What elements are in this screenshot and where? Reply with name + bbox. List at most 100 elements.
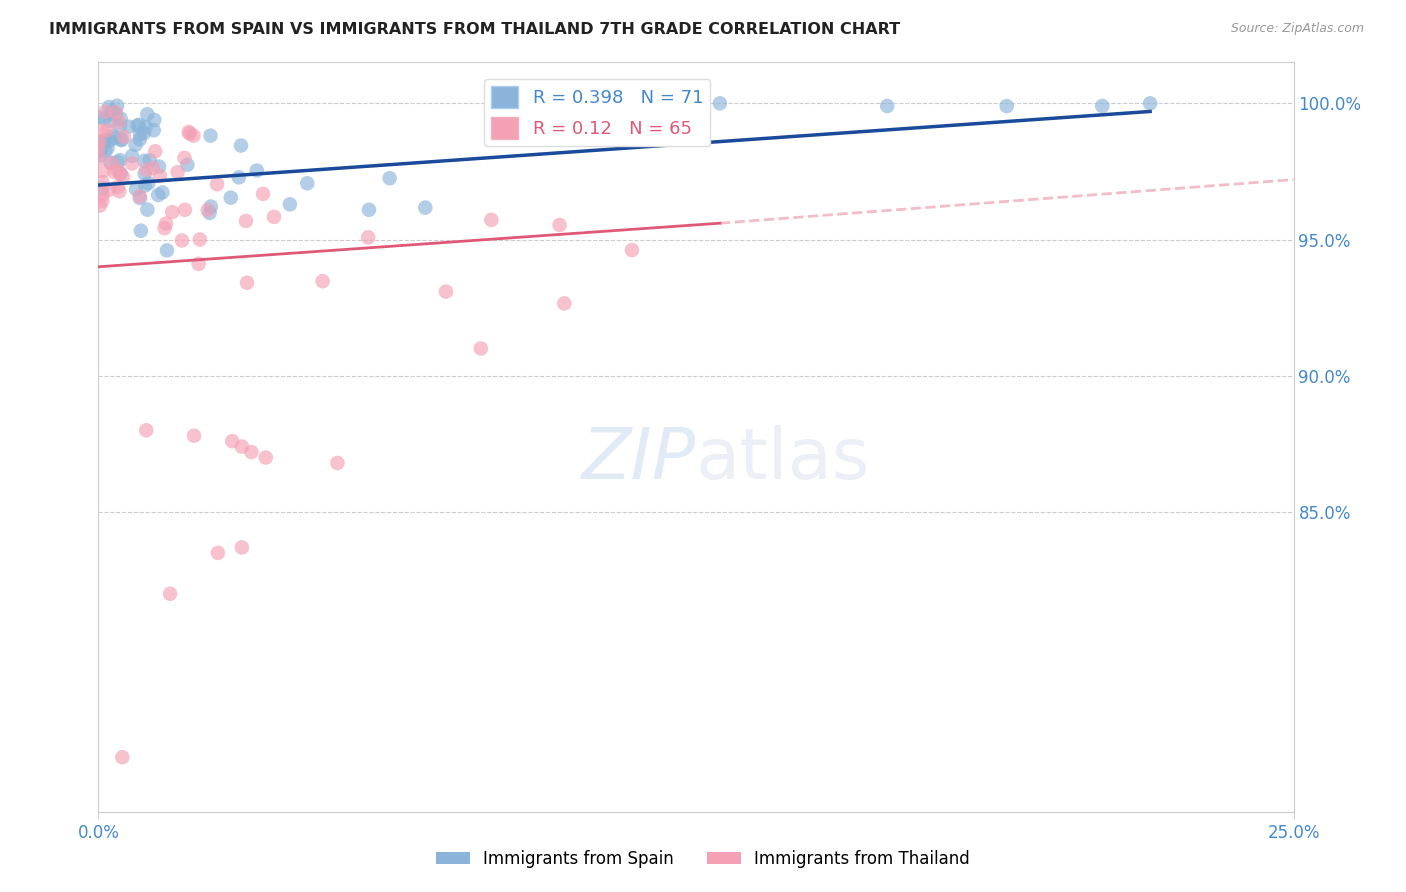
- Point: [200, 200, 222, 214]
- Point: [100, 103, 122, 118]
- Point: [129, 127, 152, 141]
- Point: [111, 750, 134, 764]
- Point: [104, 106, 127, 120]
- Text: IMMIGRANTS FROM SPAIN VS IMMIGRANTS FROM THAILAND 7TH GRADE CORRELATION CHART: IMMIGRANTS FROM SPAIN VS IMMIGRANTS FROM…: [49, 22, 900, 37]
- Point: [995, 99, 1018, 113]
- Point: [553, 296, 575, 310]
- Point: [134, 153, 156, 168]
- Legend: Immigrants from Spain, Immigrants from Thailand: Immigrants from Spain, Immigrants from T…: [430, 844, 976, 875]
- Point: [709, 96, 731, 111]
- Point: [162, 205, 184, 219]
- Point: [142, 161, 165, 175]
- Point: [413, 201, 436, 215]
- Point: [548, 218, 571, 232]
- Point: [297, 176, 319, 190]
- Point: [311, 274, 333, 288]
- Point: [124, 137, 146, 152]
- Point: [89, 135, 111, 149]
- Point: [135, 120, 157, 134]
- Point: [231, 440, 253, 454]
- Point: [121, 156, 143, 170]
- Text: Source: ZipAtlas.com: Source: ZipAtlas.com: [1230, 22, 1364, 36]
- Point: [129, 224, 152, 238]
- Point: [89, 148, 111, 162]
- Point: [254, 450, 277, 465]
- Point: [98, 114, 121, 128]
- Point: [252, 186, 274, 201]
- Point: [127, 119, 149, 133]
- Point: [166, 165, 188, 179]
- Point: [1091, 99, 1114, 113]
- Point: [246, 163, 269, 178]
- Point: [89, 144, 111, 158]
- Point: [620, 243, 643, 257]
- Point: [100, 107, 122, 121]
- Point: [148, 188, 170, 202]
- Point: [94, 133, 117, 147]
- Point: [107, 163, 129, 178]
- Point: [94, 104, 117, 119]
- Point: [125, 182, 148, 196]
- Point: [135, 423, 157, 437]
- Point: [198, 206, 221, 220]
- Point: [87, 110, 110, 124]
- Point: [91, 187, 114, 202]
- Point: [231, 541, 253, 555]
- Point: [236, 276, 259, 290]
- Point: [138, 153, 160, 168]
- Point: [153, 221, 176, 235]
- Point: [155, 217, 177, 231]
- Point: [183, 128, 205, 143]
- Point: [118, 120, 141, 134]
- Point: [176, 158, 198, 172]
- Point: [110, 112, 132, 126]
- Point: [107, 115, 129, 129]
- Point: [87, 140, 110, 154]
- Point: [94, 144, 117, 158]
- Point: [104, 131, 127, 145]
- Point: [138, 176, 160, 190]
- Point: [357, 202, 380, 217]
- Point: [108, 184, 131, 198]
- Point: [470, 342, 492, 356]
- Point: [112, 129, 135, 144]
- Point: [98, 134, 121, 148]
- Point: [278, 197, 301, 211]
- Point: [541, 96, 564, 111]
- Point: [134, 178, 156, 193]
- Point: [200, 128, 222, 143]
- Point: [142, 123, 165, 137]
- Point: [143, 145, 166, 159]
- Point: [136, 107, 159, 121]
- Text: ZIP: ZIP: [582, 425, 696, 494]
- Point: [156, 244, 179, 258]
- Point: [876, 99, 898, 113]
- Point: [326, 456, 349, 470]
- Point: [128, 118, 150, 132]
- Point: [221, 434, 243, 449]
- Point: [219, 191, 242, 205]
- Point: [108, 167, 131, 181]
- Point: [104, 105, 127, 120]
- Point: [207, 546, 229, 560]
- Point: [98, 183, 121, 197]
- Point: [91, 124, 114, 138]
- Point: [96, 123, 118, 137]
- Point: [107, 180, 129, 194]
- Point: [100, 156, 122, 170]
- Point: [108, 153, 131, 168]
- Point: [179, 127, 201, 141]
- Point: [148, 160, 170, 174]
- Point: [135, 162, 157, 177]
- Point: [183, 428, 205, 442]
- Point: [121, 149, 143, 163]
- Point: [91, 194, 114, 208]
- Point: [128, 132, 150, 146]
- Point: [129, 191, 152, 205]
- Point: [110, 166, 132, 180]
- Point: [100, 155, 122, 169]
- Point: [132, 126, 155, 140]
- Point: [107, 155, 129, 169]
- Point: [357, 230, 380, 244]
- Point: [105, 98, 128, 112]
